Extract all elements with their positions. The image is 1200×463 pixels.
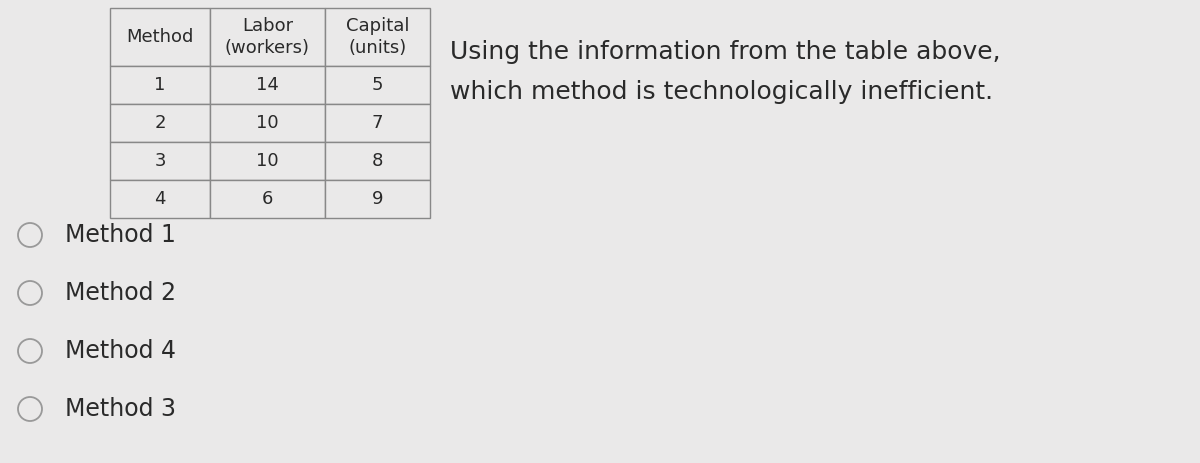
Text: 7: 7 bbox=[372, 114, 383, 132]
Bar bbox=[325, 8, 430, 66]
Text: Using the information from the table above,: Using the information from the table abo… bbox=[450, 40, 1001, 64]
Text: 10: 10 bbox=[256, 152, 278, 170]
Text: 9: 9 bbox=[372, 190, 383, 208]
Text: which method is technologically inefficient.: which method is technologically ineffici… bbox=[450, 80, 994, 104]
Bar bbox=[325, 180, 430, 218]
Text: 4: 4 bbox=[155, 190, 166, 208]
Bar bbox=[325, 66, 430, 104]
Bar bbox=[110, 142, 210, 180]
Text: Method 2: Method 2 bbox=[65, 281, 176, 305]
Bar bbox=[110, 180, 210, 218]
Text: Labor
(workers): Labor (workers) bbox=[226, 17, 310, 57]
Text: Method 4: Method 4 bbox=[65, 339, 176, 363]
Text: Method 1: Method 1 bbox=[65, 223, 176, 247]
Circle shape bbox=[18, 281, 42, 305]
Circle shape bbox=[18, 397, 42, 421]
Bar bbox=[210, 180, 325, 218]
Text: 14: 14 bbox=[256, 76, 278, 94]
Bar bbox=[210, 104, 325, 142]
Bar bbox=[325, 104, 430, 142]
Bar bbox=[210, 8, 325, 66]
Text: 5: 5 bbox=[372, 76, 383, 94]
Text: Capital
(units): Capital (units) bbox=[346, 17, 409, 57]
Bar bbox=[110, 66, 210, 104]
Text: 8: 8 bbox=[372, 152, 383, 170]
Text: 1: 1 bbox=[155, 76, 166, 94]
Text: Method 3: Method 3 bbox=[65, 397, 176, 421]
Circle shape bbox=[18, 223, 42, 247]
Bar bbox=[210, 66, 325, 104]
Bar bbox=[110, 8, 210, 66]
Text: Method: Method bbox=[126, 28, 193, 46]
Bar bbox=[110, 104, 210, 142]
Text: 6: 6 bbox=[262, 190, 274, 208]
Text: 3: 3 bbox=[155, 152, 166, 170]
Bar bbox=[325, 142, 430, 180]
Text: 10: 10 bbox=[256, 114, 278, 132]
Bar bbox=[210, 142, 325, 180]
Circle shape bbox=[18, 339, 42, 363]
Text: 2: 2 bbox=[155, 114, 166, 132]
